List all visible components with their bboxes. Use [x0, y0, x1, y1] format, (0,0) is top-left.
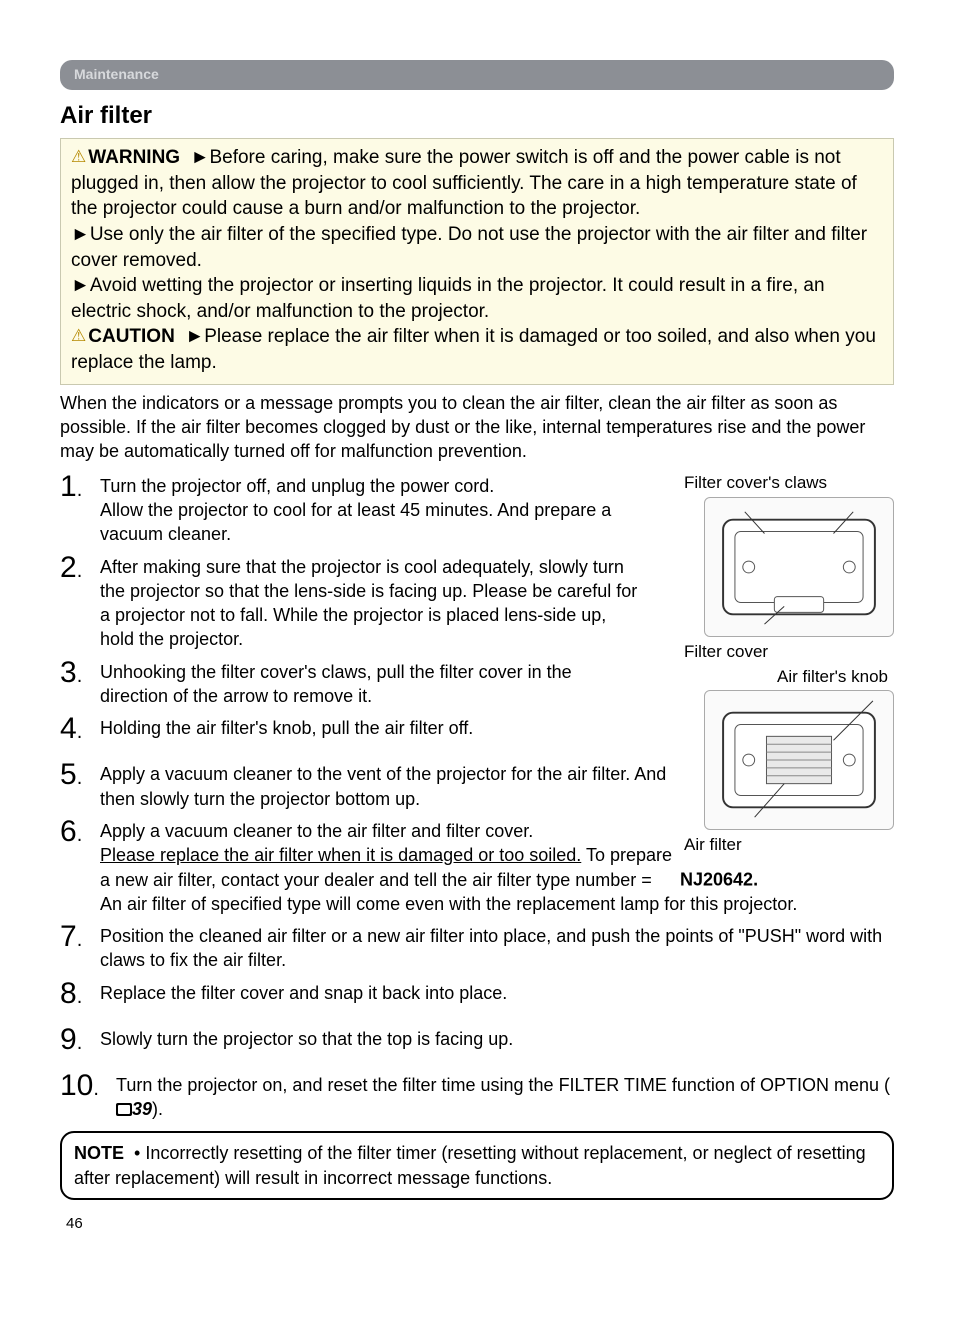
caution-icon: ⚠	[71, 326, 86, 345]
section-tab: Maintenance	[60, 60, 894, 90]
step-num-4: 4.	[60, 712, 100, 744]
warning-text-1: Before caring, make sure the power switc…	[71, 147, 857, 219]
step-9: 9. Slowly turn the projector so that the…	[60, 1023, 894, 1055]
manual-ref-icon	[116, 1103, 132, 1116]
step-7: 7. Position the cleaned air filter or a …	[60, 920, 894, 973]
step-body-3: Unhooking the filter cover's claws, pull…	[100, 656, 640, 709]
figure-claws	[704, 497, 894, 637]
warning-box: ⚠WARNING ►Before caring, make sure the p…	[60, 138, 894, 385]
note-text: Incorrectly resetting of the filter time…	[74, 1143, 866, 1187]
caution-label: CAUTION	[88, 326, 175, 347]
step-body-10: Turn the projector on, and reset the fil…	[116, 1069, 894, 1122]
page-number: 46	[60, 1214, 894, 1234]
step-8: 8. Replace the filter cover and snap it …	[60, 977, 894, 1009]
warning-text-3: Avoid wetting the projector or inserting…	[71, 275, 825, 322]
step-body-7: Position the cleaned air filter or a new…	[100, 920, 894, 973]
note-label: NOTE	[74, 1143, 124, 1163]
step-num-10: 10.	[60, 1069, 116, 1101]
step-num-1: 1.	[60, 470, 100, 502]
step-body-2: After making sure that the projector is …	[100, 551, 640, 652]
warning-para-1: ⚠WARNING ►Before caring, make sure the p…	[71, 145, 883, 222]
fig-label-knob: Air filter's knob	[684, 666, 894, 689]
section-tab-label: Maintenance	[74, 66, 159, 82]
step-body-8: Replace the filter cover and snap it bac…	[100, 977, 507, 1005]
step-body-5: Apply a vacuum cleaner to the vent of th…	[100, 758, 680, 811]
step-num-7: 7.	[60, 920, 100, 952]
fig-label-filter: Air filter	[684, 834, 894, 857]
warning-label: WARNING	[88, 147, 180, 168]
step-num-9: 9.	[60, 1023, 100, 1055]
step-num-3: 3.	[60, 656, 100, 688]
warning-para-3: ►Avoid wetting the projector or insertin…	[71, 273, 883, 324]
note-box: NOTE • Incorrectly resetting of the filt…	[60, 1131, 894, 1200]
warning-text-2: Use only the air filter of the specified…	[71, 224, 867, 271]
step-num-6: 6.	[60, 815, 100, 847]
caution-para: ⚠CAUTION ►Please replace the air filter …	[71, 324, 883, 375]
fig-label-claws: Filter cover's claws	[684, 472, 894, 495]
step-body-1: Turn the projector off, and unplug the p…	[100, 470, 640, 547]
step-body-9: Slowly turn the projector so that the to…	[100, 1023, 513, 1051]
warning-para-2: ►Use only the air filter of the specifie…	[71, 222, 883, 273]
figure-column: Filter cover's claws Filter cover Air fi…	[684, 470, 894, 860]
steps-layout: 1. Turn the projector off, and unplug th…	[60, 470, 894, 1122]
step-num-5: 5.	[60, 758, 100, 790]
warning-icon: ⚠	[71, 147, 86, 166]
step-body-4: Holding the air filter's knob, pull the …	[100, 712, 473, 740]
fig-label-cover: Filter cover	[684, 641, 894, 664]
caution-text: Please replace the air filter when it is…	[71, 326, 876, 373]
intro-text: When the indicators or a message prompts…	[60, 391, 894, 464]
figure-filter	[704, 690, 894, 830]
step-10: 10. Turn the projector on, and reset the…	[60, 1069, 894, 1122]
page-title: Air filter	[60, 100, 894, 132]
step-num-8: 8.	[60, 977, 100, 1009]
step-num-2: 2.	[60, 551, 100, 583]
